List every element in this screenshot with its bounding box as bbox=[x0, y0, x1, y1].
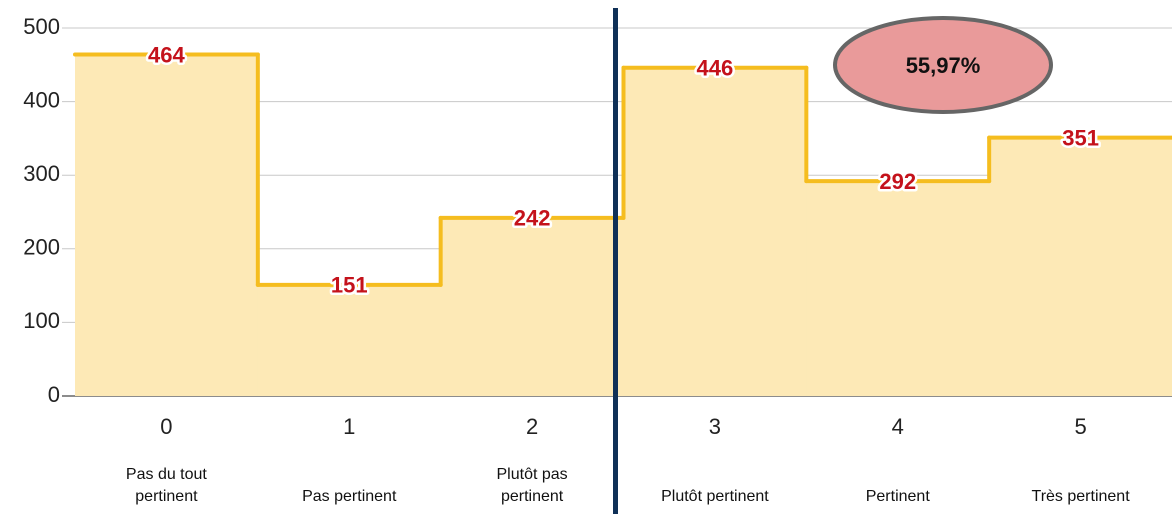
x-tick-label: 1 bbox=[343, 414, 355, 439]
area-segment bbox=[257, 284, 442, 396]
area-segment bbox=[989, 137, 1172, 396]
data-label: 242 bbox=[514, 206, 551, 231]
x-tick-label: 5 bbox=[1074, 414, 1086, 439]
category-description: Très pertinent bbox=[1031, 488, 1130, 505]
category-description: Plutôt pas pertinent bbox=[496, 466, 568, 505]
area-segment bbox=[623, 67, 807, 396]
area-segment bbox=[806, 181, 990, 396]
area-segment bbox=[75, 54, 259, 396]
area-segment bbox=[440, 217, 624, 396]
x-tick-label: 0 bbox=[160, 414, 172, 439]
data-label: 292 bbox=[879, 169, 916, 194]
y-tick-label: 100 bbox=[23, 308, 60, 333]
data-label: 446 bbox=[697, 56, 734, 81]
category-description: Pas du tout pertinent bbox=[125, 466, 207, 505]
category-description: Pas pertinent bbox=[302, 488, 397, 505]
category-description: Plutôt pertinent bbox=[661, 488, 769, 505]
x-tick-label: 3 bbox=[709, 414, 721, 439]
annotation: 55,97% bbox=[906, 53, 981, 78]
data-label: 351 bbox=[1062, 125, 1099, 150]
y-tick-label: 500 bbox=[23, 14, 60, 39]
step-area bbox=[73, 52, 1172, 396]
x-tick-label: 4 bbox=[892, 414, 904, 439]
data-label: 464 bbox=[148, 42, 185, 67]
y-tick-label: 400 bbox=[23, 87, 60, 112]
category-description: Pertinent bbox=[865, 488, 930, 505]
y-tick-label: 200 bbox=[23, 235, 60, 260]
y-tick-label: 0 bbox=[48, 382, 60, 407]
data-label: 151 bbox=[331, 273, 368, 298]
y-tick-label: 300 bbox=[23, 161, 60, 186]
x-tick-label: 2 bbox=[526, 414, 538, 439]
annotation-bubble bbox=[833, 16, 1053, 114]
